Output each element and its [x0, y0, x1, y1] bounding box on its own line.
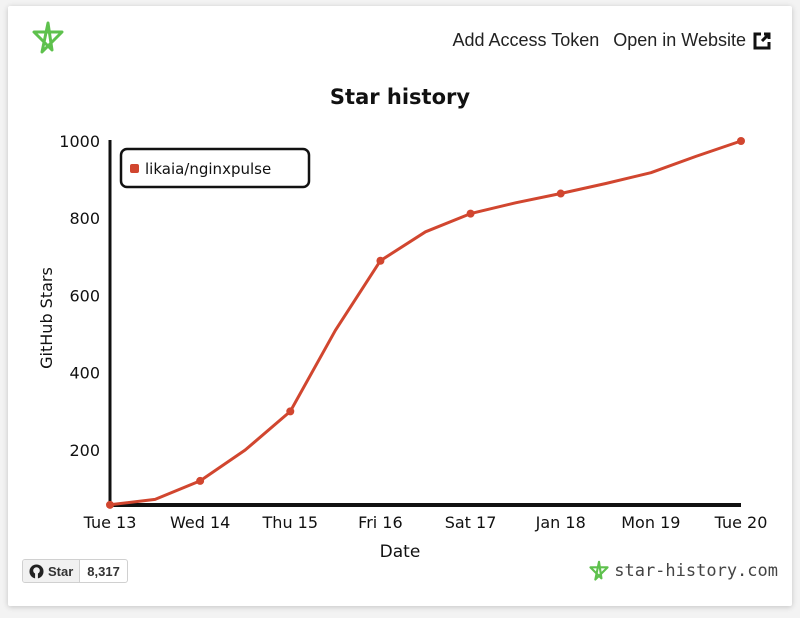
y-tick-label: 800: [69, 209, 100, 228]
data-point: [376, 256, 385, 265]
legend-label: likaia/nginxpulse: [145, 160, 271, 178]
y-axis-label: GitHub Stars: [37, 267, 56, 369]
open-in-website-link[interactable]: Open in Website: [613, 30, 772, 51]
legend-swatch: [130, 164, 139, 173]
github-star-label: Star: [48, 563, 74, 579]
y-tick-label: 400: [69, 364, 100, 383]
x-tick-label: Mon 19: [621, 513, 680, 532]
data-point: [106, 500, 114, 509]
x-tick-label: Tue 20: [714, 513, 768, 532]
github-star-button[interactable]: Star 8,317: [22, 559, 128, 583]
open-in-website-label: Open in Website: [613, 30, 746, 50]
add-access-token-link[interactable]: Add Access Token: [452, 30, 600, 50]
external-link-icon: [753, 32, 771, 49]
y-tick-label: 200: [69, 441, 100, 460]
github-icon: [29, 563, 44, 579]
series-line: [108, 139, 743, 507]
x-tick-label: Tue 13: [83, 513, 137, 532]
data-point: [466, 209, 475, 218]
star-history-logo-icon: [589, 560, 609, 581]
star-history-logo-icon[interactable]: [30, 20, 66, 56]
data-point: [737, 137, 745, 145]
data-point: [556, 189, 565, 198]
x-axis-label: Date: [380, 542, 421, 562]
chart-title: Star history: [330, 85, 470, 109]
y-tick-label: 1000: [59, 132, 100, 151]
x-tick-label: Jan 18: [535, 513, 586, 532]
data-point: [196, 476, 205, 485]
x-tick-label: Fri 16: [358, 513, 403, 532]
github-star-count: 8,317: [87, 563, 120, 579]
x-tick-label: Sat 17: [445, 513, 497, 532]
data-point: [286, 407, 295, 416]
x-tick-label: Wed 14: [170, 513, 230, 532]
legend: likaia/nginxpulse: [119, 147, 311, 189]
star-history-brand-link[interactable]: star-history.com: [588, 560, 778, 582]
brand-site-label: star-history.com: [614, 561, 778, 581]
y-tick-label: 600: [69, 286, 100, 305]
x-tick-label: Thu 15: [262, 513, 319, 532]
